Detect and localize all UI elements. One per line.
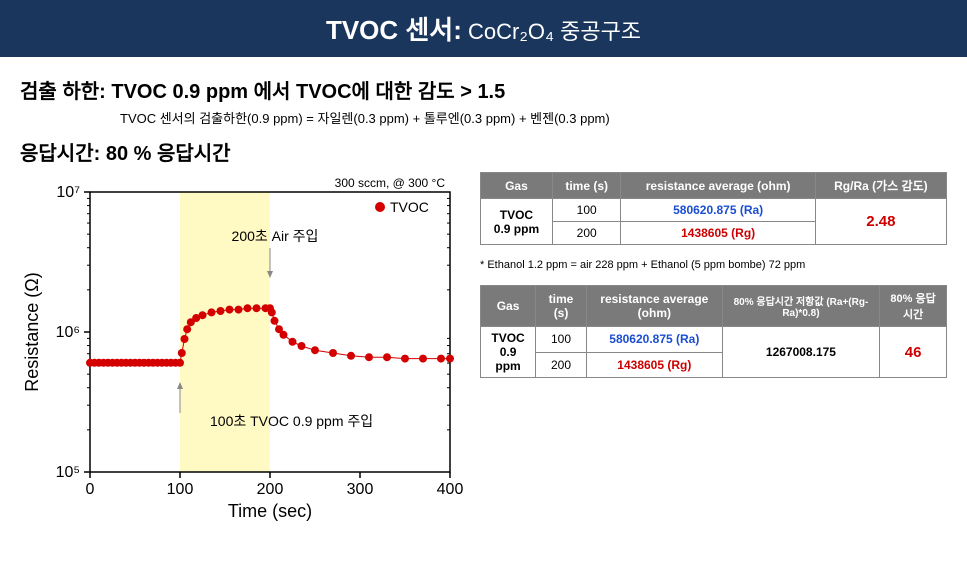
t1-h-time: time (s) <box>552 173 621 199</box>
svg-text:100초 TVOC 0.9 ppm 주입: 100초 TVOC 0.9 ppm 주입 <box>210 413 373 429</box>
headline-response: 응답시간: 80 % 응답시간 <box>20 137 947 166</box>
title-bar: TVOC 센서: CoCr₂O₄ 중공구조 <box>0 0 967 57</box>
t1-gas: TVOC0.9 ppm <box>481 199 553 245</box>
svg-text:Resistance (Ω): Resistance (Ω) <box>22 272 42 392</box>
t2-h-80val: 80% 응답시간 저항값 (Ra+(Rg-Ra)*0.8) <box>722 286 879 327</box>
t1-h-res: resistance average (ohm) <box>621 173 815 199</box>
t1-r1-res: 1438605 (Rg) <box>621 222 815 245</box>
t2-80val: 1267008.175 <box>722 327 879 378</box>
response-time-table: Gas time (s) resistance average (ohm) 80… <box>480 285 947 378</box>
main-row: 010020030040010⁵10⁶10⁷Time (sec)Resistan… <box>20 172 947 527</box>
svg-text:100: 100 <box>167 481 194 498</box>
svg-text:400: 400 <box>437 481 464 498</box>
t1-r0-time: 100 <box>552 199 621 222</box>
svg-text:300 sccm, @ 300 °C: 300 sccm, @ 300 °C <box>335 176 446 190</box>
title-sub: CoCr₂O₄ 중공구조 <box>462 19 641 44</box>
title-main: TVOC 센서: <box>326 15 462 45</box>
svg-text:0: 0 <box>86 481 95 498</box>
t1-h-gas: Gas <box>481 173 553 199</box>
t2-r0-res: 580620.875 (Ra) <box>586 327 722 353</box>
resistance-chart: 0 100 200 300 400 10⁵ 10⁶ 10⁷ Time (sec) Resistan… <box>20 172 470 522</box>
content-area: 검출 하한: TVOC 0.9 ppm 에서 TVOC에 대한 감도 > 1.5… <box>0 57 967 537</box>
t2-gas: TVOC0.9 ppm <box>481 327 536 378</box>
svg-text:10⁵: 10⁵ <box>56 464 80 481</box>
t1-h-sens: Rg/Ra (가스 감도) <box>815 173 946 199</box>
svg-text:TVOC: TVOC <box>390 199 429 215</box>
t1-r0-res: 580620.875 (Ra) <box>621 199 815 222</box>
t2-h-80resp: 80% 응답시간 <box>880 286 947 327</box>
t2-h-gas: Gas <box>481 286 536 327</box>
headline-detection: 검출 하한: TVOC 0.9 ppm 에서 TVOC에 대한 감도 > 1.5 <box>20 75 947 104</box>
t1-r1-time: 200 <box>552 222 621 245</box>
tables-column: Gas time (s) resistance average (ohm) Rg… <box>480 172 947 378</box>
t2-h-time: time (s) <box>536 286 587 327</box>
t2-h-res: resistance average (ohm) <box>586 286 722 327</box>
sensitivity-table: Gas time (s) resistance average (ohm) Rg… <box>480 172 947 245</box>
chart-column: 0 100 200 300 400 10⁵ 10⁶ 10⁷ Time (sec) Resistan… <box>20 172 470 527</box>
footnote-ethanol: * Ethanol 1.2 ppm = air 228 ppm + Ethano… <box>480 259 947 271</box>
t2-r1-res: 1438605 (Rg) <box>586 352 722 378</box>
svg-text:200: 200 <box>257 481 284 498</box>
subline-detection: TVOC 센서의 검출하한(0.9 ppm) = 자일렌(0.3 ppm) + … <box>120 108 947 127</box>
svg-text:300: 300 <box>347 481 374 498</box>
t2-r0-time: 100 <box>536 327 587 353</box>
t2-r1-time: 200 <box>536 352 587 378</box>
svg-text:10⁷: 10⁷ <box>56 184 80 201</box>
svg-text:10⁶: 10⁶ <box>56 324 80 341</box>
t2-resp: 46 <box>880 327 947 378</box>
t1-sens: 2.48 <box>815 199 946 245</box>
svg-text:Time (sec): Time (sec) <box>228 501 312 521</box>
svg-text:200초 Air 주입: 200초 Air 주입 <box>232 228 319 244</box>
